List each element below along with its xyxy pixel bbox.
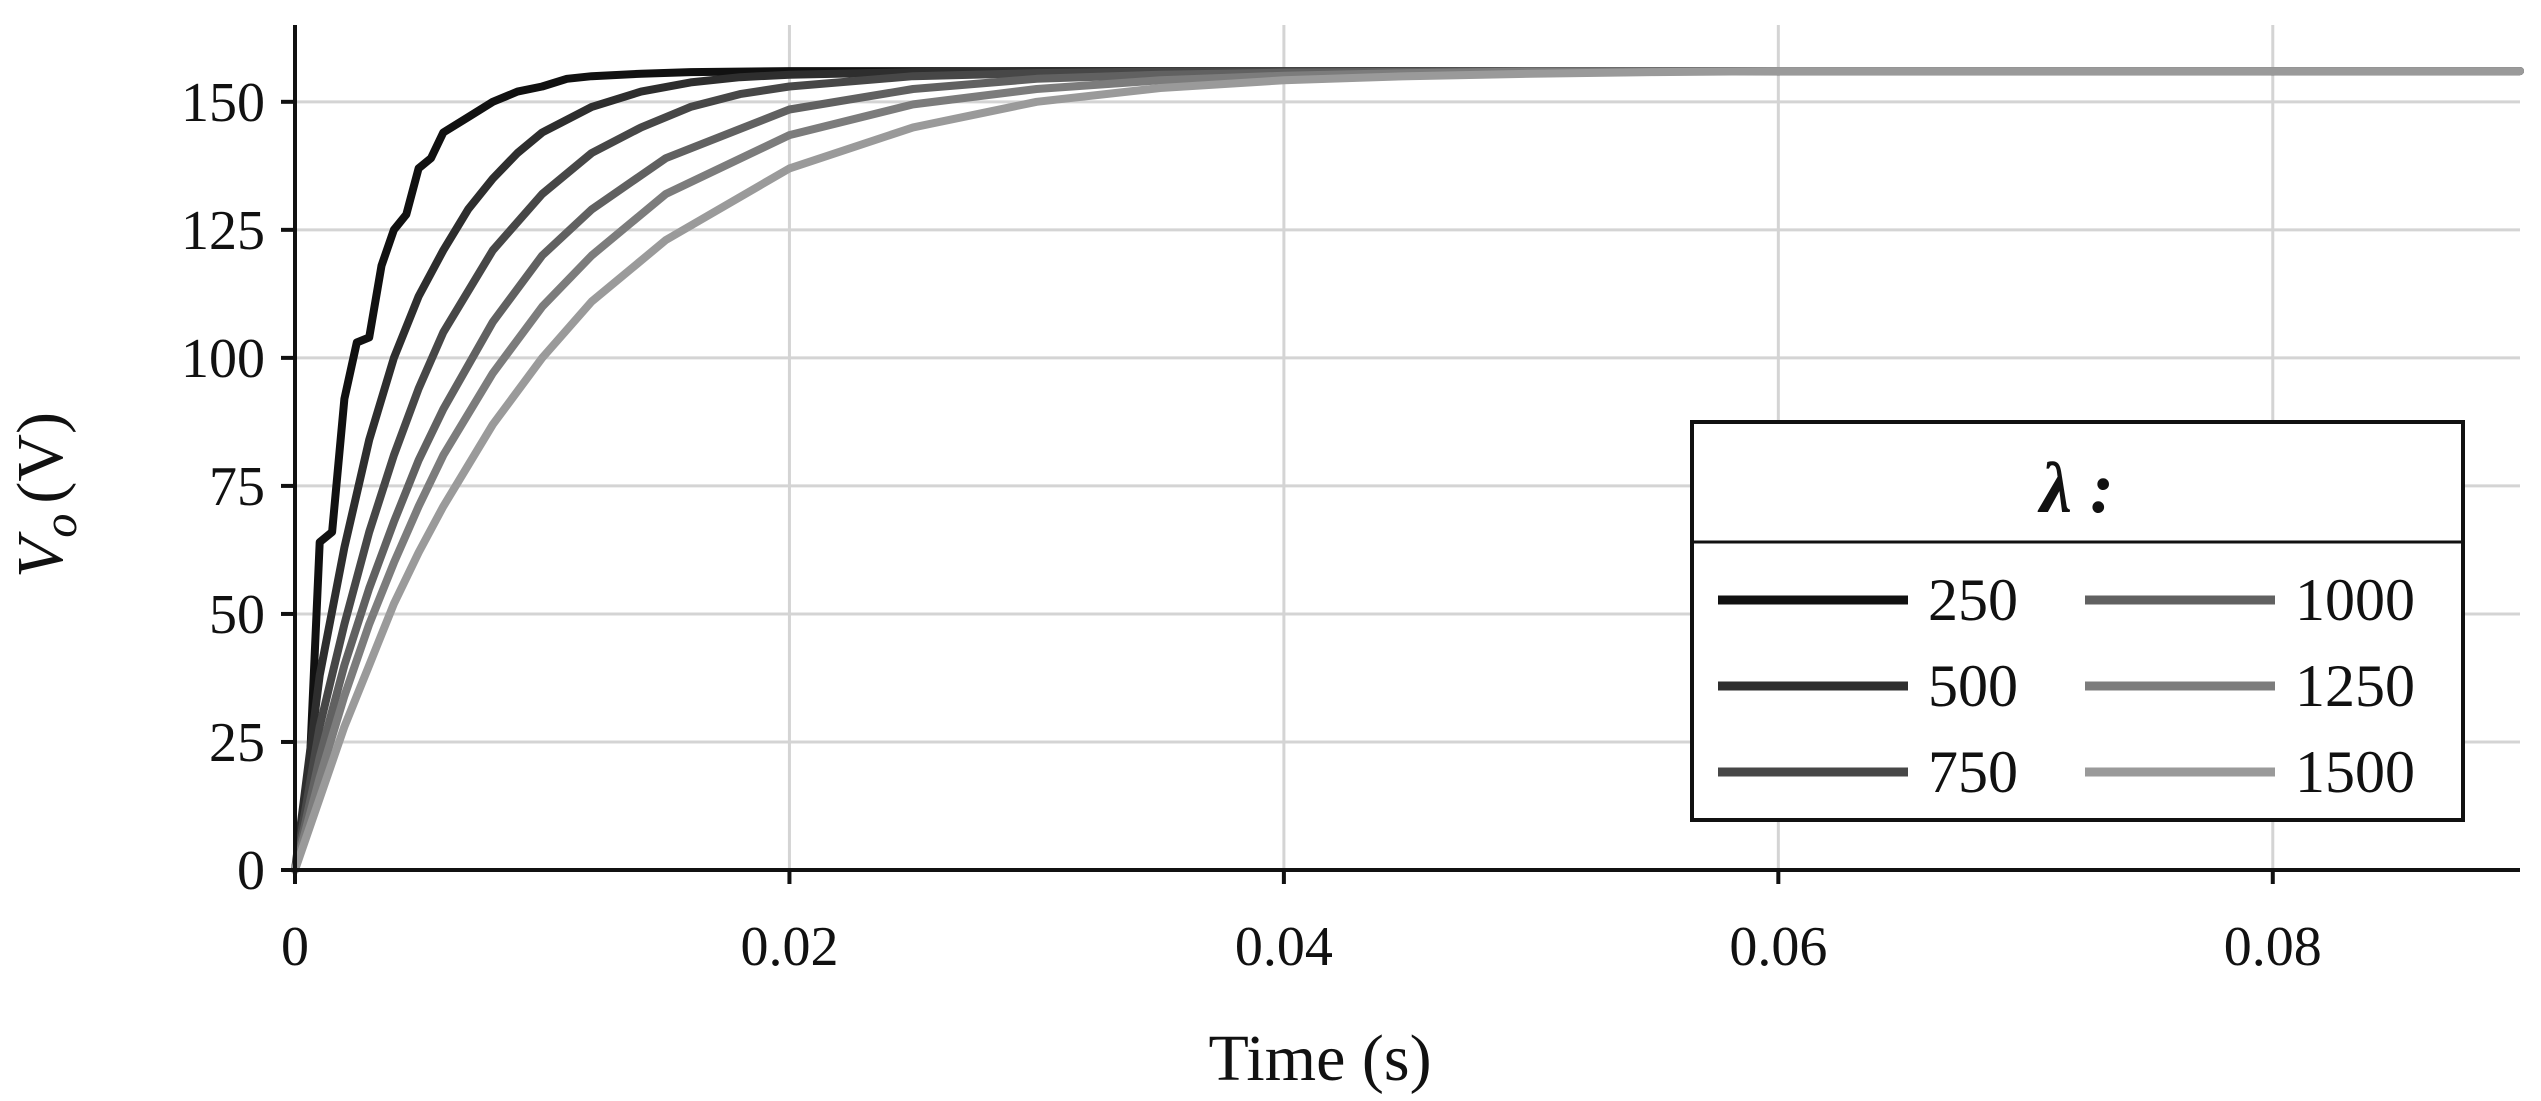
grid-lines	[295, 25, 2520, 870]
y-axis-title: Vo (V)	[4, 412, 87, 578]
y-axis-title-unit: (V)	[4, 412, 77, 504]
series-line-1500	[291, 67, 2524, 874]
y-tick-label: 50	[209, 584, 265, 646]
axes	[293, 25, 2520, 872]
svg-text:Vo(V): Vo (V)	[4, 412, 87, 578]
x-tick-label: 0.04	[1235, 916, 1333, 978]
legend: λ : 250 500 750 1000 1250 1500	[1690, 420, 2465, 822]
legend-label-1500: 1500	[2295, 739, 2415, 805]
y-tick-label: 125	[181, 200, 265, 262]
x-tick-label: 0	[281, 916, 309, 978]
y-tick-label: 0	[237, 840, 265, 902]
series-line-250	[291, 67, 2524, 874]
legend-label-500: 500	[1928, 653, 2018, 719]
y-tick-label: 75	[209, 456, 265, 518]
x-tick-label: 0.06	[1729, 916, 1827, 978]
legend-label-250: 250	[1928, 567, 2018, 633]
x-tick-label: 0.08	[2224, 916, 2322, 978]
x-axis-title: Time (s)	[1208, 1022, 1431, 1095]
tick-labels: 0 0.02 0.04 0.06 0.08 0 25 50 75 100 125 150	[181, 72, 2322, 978]
legend-box	[1690, 420, 2465, 822]
y-tick-label: 150	[181, 72, 265, 134]
x-tick-label: 0.02	[740, 916, 838, 978]
y-axis-title-subscript: o	[34, 514, 87, 538]
y-tick-label: 100	[181, 328, 265, 390]
legend-label-1000: 1000	[2295, 567, 2415, 633]
legend-title: λ :	[2037, 448, 2114, 528]
y-axis-title-symbol: V	[4, 531, 77, 578]
y-tick-label: 25	[209, 712, 265, 774]
legend-items: 250 500 750 1000 1250 1500	[1718, 567, 2415, 805]
series-lines	[291, 67, 2524, 874]
legend-label-1250: 1250	[2295, 653, 2415, 719]
legend-label-750: 750	[1928, 739, 2018, 805]
